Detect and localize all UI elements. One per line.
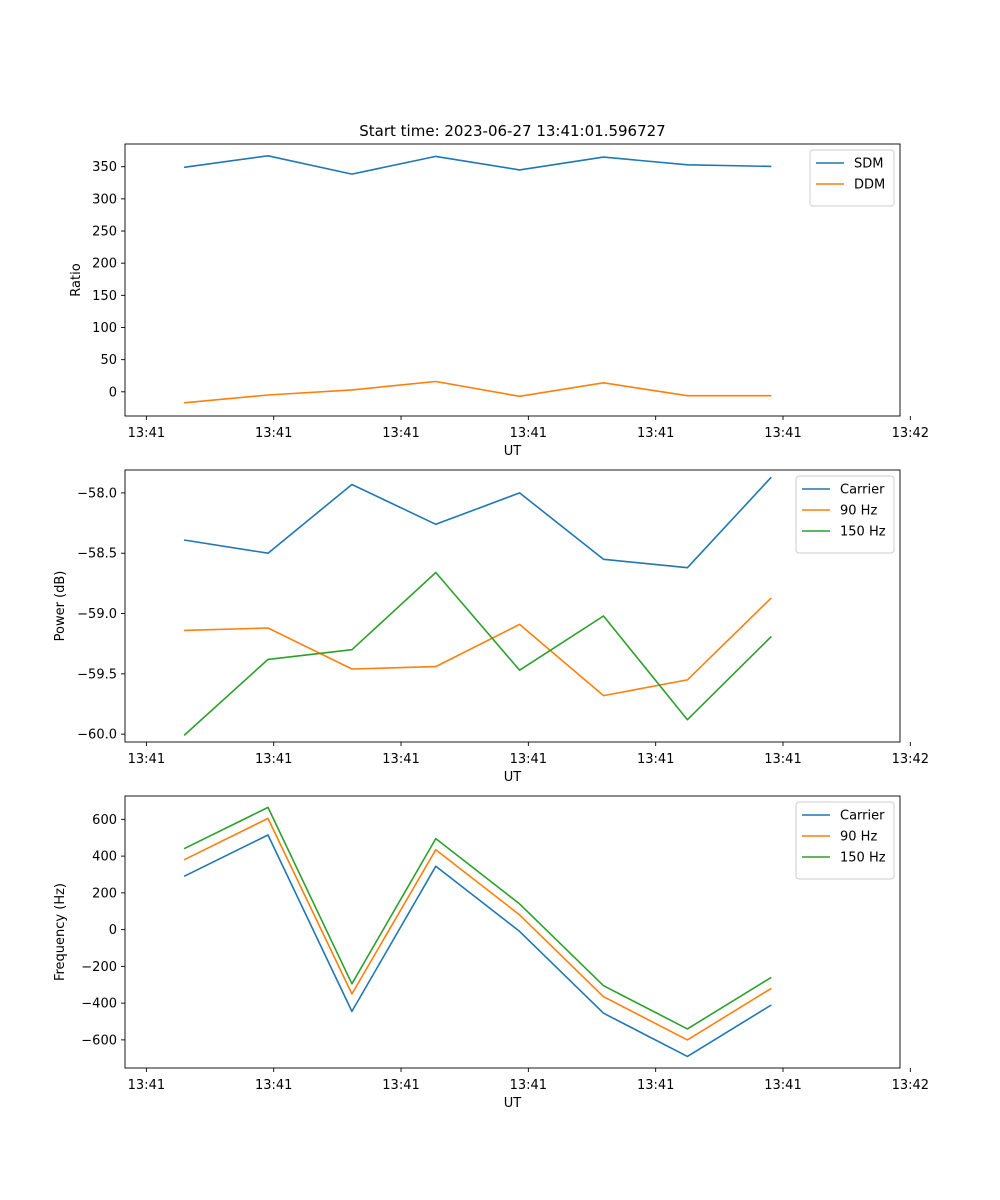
series-line-sdm — [183, 155, 772, 175]
y-tick-label: −59.0 — [77, 607, 117, 622]
figure-title: Start time: 2023-06-27 13:41:01.596727 — [359, 122, 665, 140]
y-tick-label: 200 — [92, 257, 117, 272]
y-tick-label: 350 — [92, 160, 117, 175]
x-tick-label: 13:41 — [128, 426, 165, 441]
x-tick-label: 13:42 — [892, 1078, 929, 1093]
legend-label: 90 Hz — [840, 830, 877, 845]
legend-label: 150 Hz — [840, 525, 886, 540]
series-line-90-hz — [183, 817, 772, 1041]
legend-label: 90 Hz — [840, 504, 877, 519]
x-tick-label: 13:41 — [128, 752, 165, 767]
chart-panel-3: 13:41 13:41 13:41 13:41 13:41 13:41 13:42 −600 −… — [53, 795, 929, 1111]
x-axis-label: UT — [504, 1096, 522, 1111]
x-tick-label: 13:41 — [255, 1078, 292, 1093]
x-axis-label: UT — [504, 444, 522, 459]
y-axis-label: Ratio — [69, 263, 84, 296]
x-tick-label: 13:41 — [510, 426, 547, 441]
x-tick-label: 13:41 — [382, 752, 419, 767]
legend-box — [795, 475, 895, 554]
x-tick-label: 13:42 — [892, 752, 929, 767]
series-line-carrier — [183, 476, 772, 569]
legend-label: Carrier — [840, 809, 885, 824]
series-line-150-hz — [183, 806, 772, 1030]
legend: Carrier 90 Hz 150 Hz — [795, 801, 895, 880]
y-tick-label: −60.0 — [77, 728, 117, 743]
y-tick-label: 150 — [92, 289, 117, 304]
y-tick-label: 250 — [92, 225, 117, 240]
y-axis-label: Frequency (Hz) — [53, 883, 68, 981]
y-tick-label: −600 — [81, 1033, 117, 1048]
chart-panel-1: 13:41 13:41 13:41 13:41 13:41 13:41 13:42 0 50 10… — [69, 143, 929, 459]
y-tick-label: 200 — [92, 886, 117, 901]
y-tick-label: 0 — [109, 385, 117, 400]
chart-panel-2: 13:41 13:41 13:41 13:41 13:41 13:41 13:42 −60.0… — [53, 469, 929, 785]
y-tick-label: 50 — [100, 353, 117, 368]
legend: Carrier 90 Hz 150 Hz — [795, 475, 895, 554]
x-axis-label: UT — [504, 770, 522, 785]
x-tick-label: 13:41 — [382, 1078, 419, 1093]
y-tick-label: 0 — [109, 923, 117, 938]
x-tick-label: 13:42 — [892, 426, 929, 441]
series-line-carrier — [183, 834, 772, 1058]
legend-label: 150 Hz — [840, 851, 886, 866]
x-tick-label: 13:41 — [510, 752, 547, 767]
series-line-150-hz — [183, 571, 772, 736]
plot-area-frame — [124, 795, 901, 1069]
plot-area-frame — [124, 469, 901, 743]
legend-box — [795, 801, 895, 880]
series-line-90-hz — [184, 597, 772, 697]
y-tick-label: −400 — [81, 997, 117, 1012]
x-tick-label: 13:41 — [510, 1078, 547, 1093]
x-tick-label: 13:41 — [382, 426, 419, 441]
legend-label: SDM — [854, 157, 883, 172]
y-tick-label: −59.5 — [77, 667, 117, 682]
y-tick-label: −200 — [81, 960, 117, 975]
x-tick-label: 13:41 — [764, 426, 801, 441]
legend-box — [809, 149, 895, 207]
y-tick-label: −58.0 — [77, 486, 117, 501]
y-tick-label: −58.5 — [77, 547, 117, 562]
legend: SDM DDM — [809, 149, 895, 207]
x-tick-label: 13:41 — [637, 1078, 674, 1093]
plot-area-frame — [124, 143, 901, 417]
y-tick-label: 400 — [92, 850, 117, 865]
x-tick-label: 13:41 — [764, 1078, 801, 1093]
x-tick-label: 13:41 — [255, 426, 292, 441]
x-tick-label: 13:41 — [637, 426, 674, 441]
series-line-ddm — [184, 380, 772, 404]
x-tick-label: 13:41 — [764, 752, 801, 767]
legend-label: Carrier — [840, 483, 885, 498]
x-tick-label: 13:41 — [255, 752, 292, 767]
y-tick-label: 300 — [92, 192, 117, 207]
y-tick-label: 600 — [92, 813, 117, 828]
y-tick-label: 100 — [92, 321, 117, 336]
legend-label: DDM — [854, 178, 885, 193]
x-tick-label: 13:41 — [128, 1078, 165, 1093]
x-tick-label: 13:41 — [637, 752, 674, 767]
y-axis-label: Power (dB) — [53, 571, 68, 642]
